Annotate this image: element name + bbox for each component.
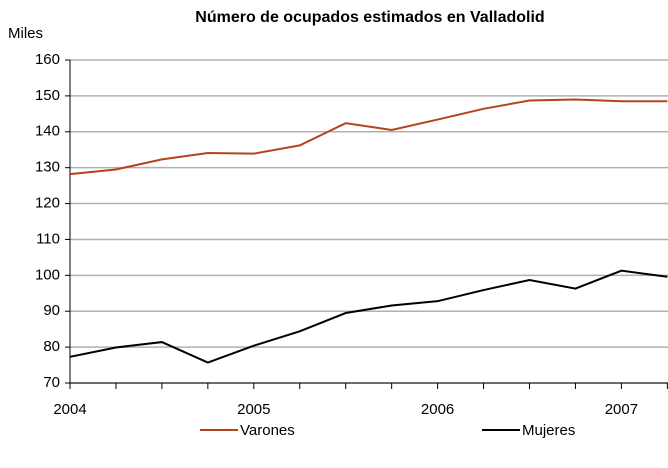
legend-label: Varones [240, 422, 295, 439]
y-tick-label: 130 [35, 159, 60, 176]
y-tick-label: 100 [35, 266, 60, 283]
y-tick-label: 90 [43, 302, 60, 319]
series-line [69, 98, 668, 176]
x-tick-label: 2006 [421, 401, 454, 418]
y-tick-label: 70 [43, 374, 60, 391]
y-axis-label: Miles [8, 25, 43, 42]
chart-title: Número de ocupados estimados en Valladol… [195, 9, 544, 26]
legend-label: Mujeres [522, 422, 575, 439]
y-tick-label: 140 [35, 123, 60, 140]
y-tick-label: 150 [35, 87, 60, 104]
x-tick-label: 2007 [605, 401, 638, 418]
x-tick-label: 2005 [237, 401, 270, 418]
series-line [69, 269, 668, 364]
x-tick-label: 2004 [53, 401, 86, 418]
y-tick-label: 160 [35, 51, 60, 68]
y-tick-label: 120 [35, 195, 60, 212]
y-tick-label: 110 [36, 230, 60, 247]
y-tick-label: 80 [43, 338, 60, 355]
